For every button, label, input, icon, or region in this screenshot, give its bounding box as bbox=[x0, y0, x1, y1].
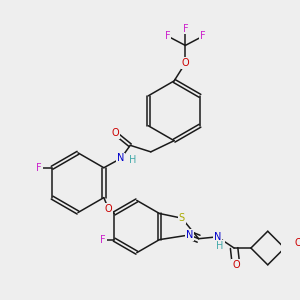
Text: H: H bbox=[216, 241, 224, 251]
Text: O: O bbox=[295, 238, 300, 248]
Text: N: N bbox=[117, 153, 124, 164]
Text: N: N bbox=[186, 230, 193, 240]
Text: F: F bbox=[165, 31, 170, 41]
Text: O: O bbox=[112, 128, 119, 138]
Text: O: O bbox=[182, 58, 189, 68]
Text: F: F bbox=[100, 235, 106, 244]
Text: N: N bbox=[214, 232, 221, 242]
Text: O: O bbox=[232, 260, 240, 270]
Text: H: H bbox=[129, 155, 137, 165]
Text: F: F bbox=[200, 31, 206, 41]
Text: O: O bbox=[105, 204, 112, 214]
Text: F: F bbox=[182, 24, 188, 34]
Text: S: S bbox=[179, 213, 185, 223]
Text: F: F bbox=[36, 163, 42, 173]
